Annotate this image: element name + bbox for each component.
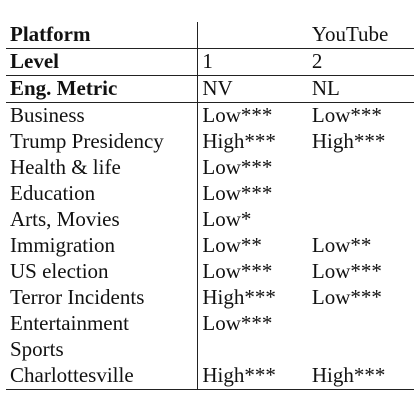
nl-cell: Low** bbox=[311, 233, 372, 257]
nv-cell: Low*** bbox=[197, 102, 308, 129]
topic-cell: US election bbox=[10, 259, 109, 283]
topic-cell: Arts, Movies bbox=[10, 207, 120, 231]
header-cell-platform-col1 bbox=[197, 22, 308, 49]
header-cell-metric-col2: NL bbox=[307, 75, 414, 103]
header-cell-level-col1: 1 bbox=[197, 48, 308, 76]
topic-cell: Charlottesville bbox=[6, 363, 198, 390]
nl-cell: Low*** bbox=[311, 285, 382, 309]
nl-cell bbox=[308, 207, 414, 233]
topic-cell: Immigration bbox=[10, 233, 115, 257]
table-row: Education Low*** bbox=[6, 181, 414, 207]
header-row-level: Level 1 2 bbox=[6, 48, 414, 76]
topic-cell: Sports bbox=[10, 337, 64, 361]
table-row: Charlottesville High*** High*** bbox=[6, 363, 414, 390]
nl-cell bbox=[308, 337, 414, 363]
topic-cell: Trump Presidency bbox=[10, 129, 164, 153]
nl-cell: High*** bbox=[311, 129, 386, 153]
nl-cell: Low*** bbox=[311, 103, 382, 127]
header-cell-level-col2: 2 bbox=[307, 48, 414, 76]
header-row-platform: Platform YouTube bbox=[6, 22, 414, 49]
topic-cell: Entertainment bbox=[10, 311, 129, 335]
topic-cell: Education bbox=[10, 181, 96, 205]
topic-cell: Health & life bbox=[10, 155, 121, 179]
nv-cell: Low* bbox=[197, 207, 308, 233]
nl-cell: High*** bbox=[307, 363, 414, 390]
results-table: Platform YouTube Level 1 2 Eng. Metric N… bbox=[6, 22, 414, 390]
table-row: US election Low*** Low*** bbox=[6, 259, 414, 285]
header-cell-metric-col1: NV bbox=[197, 75, 308, 103]
nl-cell: Low*** bbox=[311, 259, 382, 283]
header-label-level: Level bbox=[6, 48, 198, 76]
header-label-metric: Eng. Metric bbox=[6, 75, 198, 103]
nl-cell bbox=[308, 311, 414, 337]
header-label-platform: Platform bbox=[6, 22, 198, 49]
nv-cell: High*** bbox=[197, 129, 308, 155]
table-row: Entertainment Low*** bbox=[6, 311, 414, 337]
table-row: Immigration Low** Low** bbox=[6, 233, 414, 259]
table-row: Business Low*** Low*** bbox=[6, 102, 414, 129]
nv-cell: High*** bbox=[197, 363, 308, 390]
table-row: Sports bbox=[6, 337, 414, 363]
table-row: Trump Presidency High*** High*** bbox=[6, 129, 414, 155]
table-row: Terror Incidents High*** Low*** bbox=[6, 285, 414, 311]
nv-cell: Low*** bbox=[197, 155, 308, 181]
nv-cell: Low*** bbox=[197, 311, 308, 337]
table-row: Health & life Low*** bbox=[6, 155, 414, 181]
header-cell-platform-col2: YouTube bbox=[307, 22, 414, 49]
topic-cell: Terror Incidents bbox=[10, 285, 145, 309]
nl-cell bbox=[308, 155, 414, 181]
nl-cell bbox=[308, 181, 414, 207]
nv-cell: Low*** bbox=[197, 181, 308, 207]
nv-cell: Low*** bbox=[197, 259, 308, 285]
nv-cell: Low** bbox=[197, 233, 308, 259]
header-row-metric: Eng. Metric NV NL bbox=[6, 75, 414, 103]
table-row: Arts, Movies Low* bbox=[6, 207, 414, 233]
nv-cell: High*** bbox=[197, 285, 308, 311]
topic-cell: Business bbox=[10, 103, 85, 127]
nv-cell bbox=[197, 337, 308, 363]
